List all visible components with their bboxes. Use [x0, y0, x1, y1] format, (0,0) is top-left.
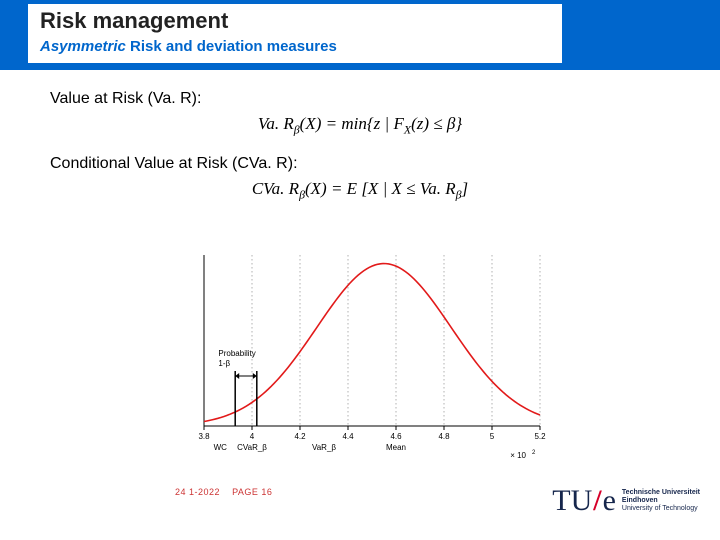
cvar-label: Conditional Value at Risk (CVa. R): — [50, 155, 670, 173]
footer-date: 24 1-2022 — [175, 487, 220, 497]
svg-text:Mean: Mean — [386, 443, 406, 452]
logo-line1: Technische Universiteit — [622, 489, 700, 497]
var-label: Value at Risk (Va. R): — [50, 90, 670, 108]
svg-text:5: 5 — [490, 432, 495, 441]
svg-text:2: 2 — [532, 450, 536, 456]
logo-slash: / — [592, 484, 602, 518]
svg-text:3.8: 3.8 — [198, 432, 210, 441]
svg-text:4.4: 4.4 — [342, 432, 354, 441]
logo-text: Technische Universiteit Eindhoven Univer… — [622, 489, 700, 513]
subtitle-emph: Asymmetric — [40, 38, 126, 55]
logo-line2: Eindhoven — [622, 497, 700, 505]
svg-text:CVaR_β: CVaR_β — [237, 443, 267, 452]
subtitle-rest: Risk and deviation measures — [126, 38, 337, 55]
svg-text:5.2: 5.2 — [534, 432, 546, 441]
svg-text:VaR_β: VaR_β — [312, 443, 336, 452]
title-box: Risk management Asymmetric Risk and devi… — [28, 4, 562, 63]
logo-line3: University of Technology — [622, 505, 700, 513]
slide: Risk management Asymmetric Risk and devi… — [0, 0, 720, 540]
svg-text:4: 4 — [250, 432, 255, 441]
svg-text:4.2: 4.2 — [294, 432, 306, 441]
var-formula: Va. Rβ(X) = min{z | FX(z) ≤ β} — [50, 114, 670, 137]
svg-text:4.8: 4.8 — [438, 432, 450, 441]
svg-text:4.6: 4.6 — [390, 432, 402, 441]
svg-text:× 10: × 10 — [510, 451, 526, 460]
content-body: Value at Risk (Va. R): Va. Rβ(X) = min{z… — [50, 90, 670, 221]
logo-mark-e: e — [603, 486, 616, 516]
university-logo: TU / e Technische Universiteit Eindhoven… — [552, 484, 700, 518]
svg-text:1-β: 1-β — [218, 359, 230, 368]
cvar-formula: CVa. Rβ(X) = E [X | X ≤ Va. Rβ] — [50, 179, 670, 202]
svg-text:WC: WC — [214, 443, 228, 452]
chart-svg: 3.8 4 4.2 4.4 4.6 4.8 5 5.2 Probability1-β WC CVaR… — [170, 245, 550, 460]
svg-text:Probability: Probability — [218, 349, 255, 358]
slide-footer: 24 1-2022 PAGE 16 — [175, 487, 272, 497]
footer-page: PAGE 16 — [232, 487, 272, 497]
distribution-chart: 3.8 4 4.2 4.4 4.6 4.8 5 5.2 Probability1-β WC CVaR… — [170, 245, 550, 460]
page-title: Risk management — [40, 8, 550, 34]
page-subtitle: Asymmetric Risk and deviation measures — [40, 38, 550, 55]
logo-mark-tu: TU — [552, 486, 592, 516]
